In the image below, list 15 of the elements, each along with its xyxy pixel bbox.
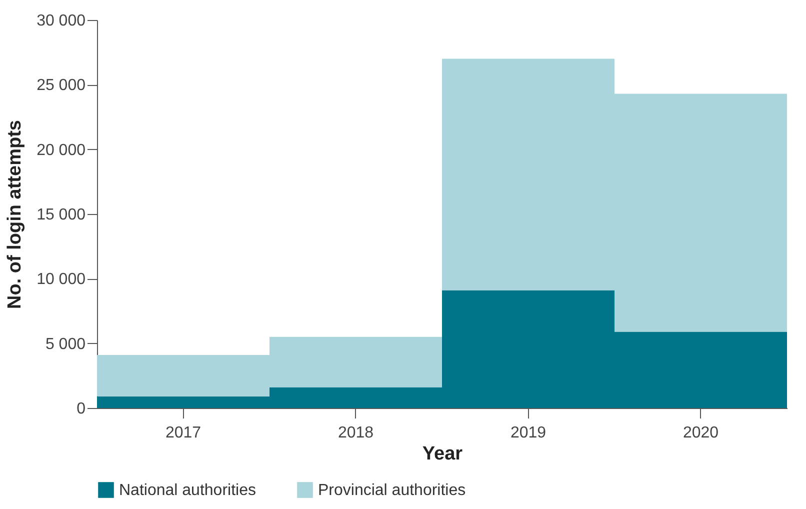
x-tick-label: 2018 [338, 424, 374, 442]
legend-label: Provincial authorities [318, 482, 466, 499]
y-tick-label: 25 000 [36, 77, 86, 94]
y-tick-label: 20 000 [36, 142, 86, 159]
x-axis-title: Year [422, 444, 464, 464]
y-tick-label: 5 000 [45, 336, 86, 353]
y-tick-label: 15 000 [36, 206, 86, 224]
x-tick-label: 2020 [682, 424, 719, 442]
y-tick-label: 10 000 [36, 271, 86, 288]
y-tick-label: 30 000 [36, 12, 86, 30]
legend-label: National authorities [119, 482, 256, 499]
x-tick-label: 2019 [510, 424, 546, 442]
y-tick-label: 0 [76, 400, 86, 418]
x-tick-label: 2017 [165, 424, 202, 442]
y-axis-title: No. of login attempts [4, 120, 26, 309]
